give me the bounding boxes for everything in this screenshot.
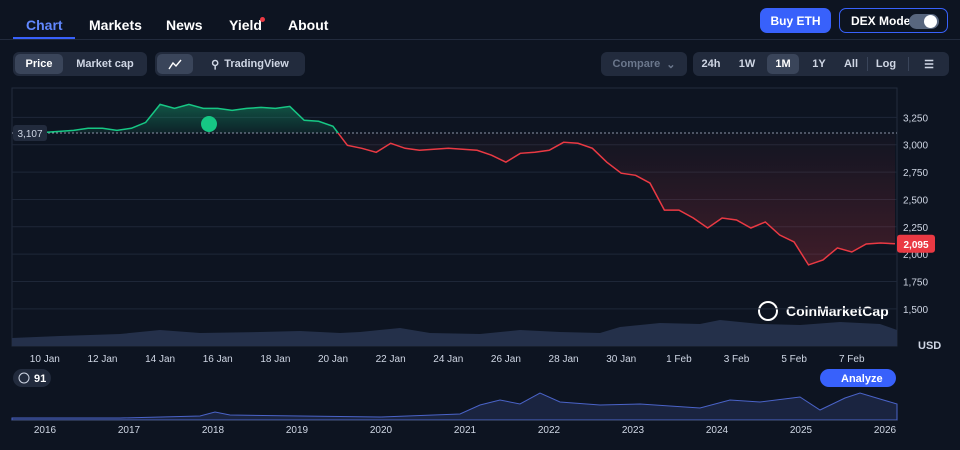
x-tick-label: 12 Jan: [87, 354, 117, 365]
year-label: 2016: [34, 425, 57, 436]
navigator-area: [11, 392, 898, 421]
y-tick-label: 3,250: [903, 113, 928, 124]
logo: [758, 301, 778, 321]
year-label: 2026: [874, 425, 897, 436]
log-toggle[interactable]: Log: [875, 58, 897, 70]
x-tick-label: 5 Feb: [781, 354, 807, 365]
tv-label: TradingView: [224, 58, 289, 70]
last-price-label: 2,095: [903, 240, 928, 251]
nav-tab[interactable]: Markets: [89, 17, 142, 33]
analyze-button[interactable]: Analyze: [820, 369, 896, 387]
x-tick-label: 7 Feb: [839, 354, 865, 365]
x-tick-label: 10 Jan: [30, 354, 60, 365]
price-area: [16, 104, 895, 265]
settings-icon[interactable]: ☰: [924, 58, 934, 71]
x-tick-label: 26 Jan: [491, 354, 521, 365]
x-tick-label: 20 Jan: [318, 354, 348, 365]
y-tick-label: 2,500: [903, 195, 928, 206]
divider: [908, 57, 909, 71]
unit-label: USD: [918, 340, 941, 352]
nav-bar: [0, 0, 960, 40]
y-tick-label: 2,750: [903, 168, 928, 179]
divider: [867, 57, 868, 71]
marketcap-tab[interactable]: Market cap: [76, 58, 134, 70]
price-line: [15, 103, 896, 266]
year-label: 2022: [538, 425, 561, 436]
y-tick-label: 2,250: [903, 223, 928, 234]
tradingview-tab[interactable]: ⚲ TradingView: [199, 54, 301, 74]
year-label: 2024: [706, 425, 729, 436]
new-dot: [260, 17, 265, 22]
year-label: 2023: [622, 425, 645, 436]
x-tick-label: 14 Jan: [145, 354, 175, 365]
icon: [168, 59, 182, 70]
analyze-text: Analyze: [841, 373, 883, 385]
navigator-base: [12, 420, 897, 421]
compare-text: Compare: [612, 58, 661, 70]
analyze-bg: [820, 369, 896, 387]
price-tab[interactable]: Price: [15, 54, 63, 74]
year-label: 2017: [118, 425, 141, 436]
year-label: 2021: [454, 425, 477, 436]
nav-tab[interactable]: News: [166, 17, 203, 33]
x-tick-label: 1 Feb: [666, 354, 692, 365]
chart-style-group: ⚲ TradingView: [155, 52, 305, 76]
metric-group: Price Market cap: [13, 52, 147, 76]
badge[interactable]: 91: [13, 369, 51, 387]
reference-tag: 3,107: [13, 125, 47, 142]
nav-tab[interactable]: Chart: [26, 17, 63, 33]
x-tick-label: 24 Jan: [433, 354, 463, 365]
x-tick-label: 3 Feb: [724, 354, 750, 365]
dex-label: DEX Mode: [851, 13, 911, 28]
year-label: 2025: [790, 425, 813, 436]
compare-dropdown[interactable]: Compare ⌄: [601, 52, 687, 76]
compare-label: Compare ⌄: [601, 54, 687, 74]
knob: [924, 15, 937, 28]
nav-tab[interactable]: About: [288, 17, 329, 33]
x-tick-label: 16 Jan: [203, 354, 233, 365]
y-tick-label: 3,000: [903, 141, 928, 152]
reference-tag-bg: [13, 125, 47, 142]
nav-tab[interactable]: Yield: [229, 17, 262, 33]
reference-label: 3,107: [17, 129, 42, 140]
last-price-tag: [897, 234, 935, 253]
range-button[interactable]: All: [843, 58, 859, 70]
range-button[interactable]: 1Y: [812, 58, 826, 70]
year-label: 2019: [286, 425, 309, 436]
icon: ⚲: [211, 58, 220, 71]
switch: [909, 14, 939, 29]
y-tick-label: 1,500: [903, 305, 928, 316]
event-icon: [201, 116, 217, 132]
year-label: 2020: [370, 425, 393, 436]
range-group: Log ☰ 24h 1W 1M 1Y All: [693, 52, 949, 76]
range-button[interactable]: 1M: [767, 54, 799, 74]
clock: [18, 372, 30, 384]
line-icon[interactable]: [157, 54, 193, 74]
y-tick-label: 2,000: [903, 250, 928, 261]
dex-toggle[interactable]: DEX Mode: [839, 8, 948, 33]
range-button[interactable]: 24h: [701, 58, 721, 70]
x-tick-label: 28 Jan: [549, 354, 579, 365]
y-tick-label: 1,750: [903, 278, 928, 289]
range-button[interactable]: 1W: [738, 58, 756, 70]
caret: ⌄: [666, 58, 676, 71]
watermark: CoinMarketCap: [758, 301, 889, 321]
x-tick-label: 18 Jan: [260, 354, 290, 365]
watermark-text: CoinMarketCap: [786, 303, 889, 319]
buy-button[interactable]: Buy ETH: [760, 8, 831, 33]
volume-bars: [12, 320, 897, 346]
x-tick-label: 30 Jan: [606, 354, 636, 365]
x-tick-label: 22 Jan: [376, 354, 406, 365]
badge-text: 91: [34, 373, 46, 385]
year-label: 2018: [202, 425, 225, 436]
tab-underline: [13, 37, 75, 39]
